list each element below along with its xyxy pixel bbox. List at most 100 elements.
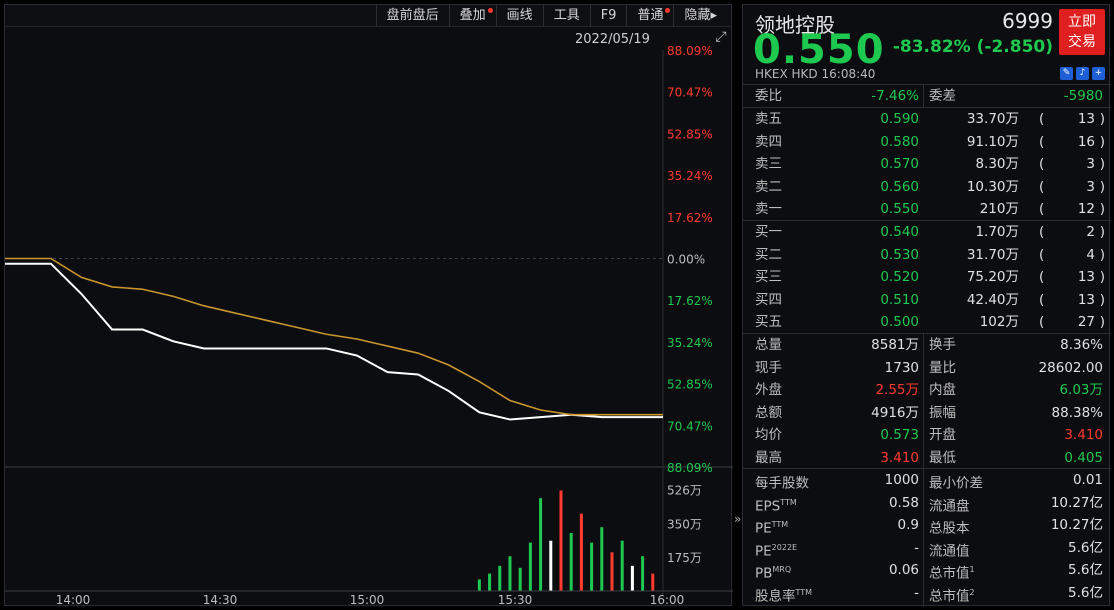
ask-row[interactable]: 卖五 0.590 33.70万 (13): [743, 108, 1111, 130]
stat-value: 0.573: [880, 427, 919, 443]
intraday-chart-panel[interactable]: 盘前盘后 叠加 画线 工具 F9 普通 隐藏▸ 88.09% 70.47% 52.85% 35.2…: [4, 4, 733, 607]
fundamental-row[interactable]: PETTM 0.9 总股本 10.27亿: [743, 514, 1111, 537]
diff-value: -5980: [1063, 88, 1103, 104]
bell-icon[interactable]: ♪: [1076, 67, 1089, 80]
fundamental-row[interactable]: 股息率TTM - 总市值2 5.6亿: [743, 582, 1111, 605]
fundamental-row[interactable]: EPSTTM 0.58 流通盘 10.27亿: [743, 492, 1111, 515]
volume-bar: [579, 513, 583, 591]
volume-bar: [518, 567, 522, 591]
bid-price: 0.510: [880, 291, 919, 308]
fundamental-row[interactable]: PE2022E - 流通值 5.6亿: [743, 537, 1111, 560]
label-superscript: MRQ: [772, 565, 792, 574]
divider: [743, 84, 1111, 85]
stat-row[interactable]: 现手 1730 量比 28602.00: [743, 357, 1111, 379]
volume-bar: [569, 533, 573, 591]
edit-icon[interactable]: ✎: [1060, 67, 1073, 80]
stat-row[interactable]: 外盘 2.55万 内盘 6.03万: [743, 379, 1111, 401]
y-tick-label: 88.09%: [667, 44, 713, 58]
fundamental-value: 5.6亿: [1068, 539, 1103, 556]
label-superscript: TTM: [780, 497, 797, 507]
label-text: EPS: [755, 498, 781, 514]
ask-row[interactable]: 卖四 0.580 91.10万 (16): [743, 131, 1111, 153]
quote-panel: 领地控股 6999 立即 交易 0.550 -83.82% (-2.850) H…: [742, 4, 1111, 607]
fundamental-value: -: [914, 584, 919, 601]
order-ratio-row[interactable]: 委比 -7.46% 委差 -5980: [743, 85, 1111, 107]
volume-bar: [620, 540, 624, 591]
y-tick-label: 52.85%: [667, 378, 713, 392]
stat-row[interactable]: 最高 3.410 最低 0.405: [743, 447, 1111, 469]
ask-level-label: 卖四: [755, 133, 782, 150]
fundamental-value: 1000: [884, 472, 919, 488]
bid-row[interactable]: 买三 0.520 75.20万 (13): [743, 266, 1111, 288]
divider: [743, 107, 1111, 108]
bid-row[interactable]: 买一 0.540 1.70万 (2): [743, 221, 1111, 243]
x-tick-label: 15:30: [498, 593, 533, 607]
toolbar-button-label: 工具: [553, 7, 580, 23]
ask-orders: 16: [1077, 133, 1095, 150]
toolbar-button-2[interactable]: 画线: [495, 4, 543, 27]
expand-icon[interactable]: ⤢: [715, 29, 727, 45]
fundamental-value: 5.6亿: [1068, 584, 1103, 601]
stat-label: 现手: [755, 359, 782, 376]
diff-label: 委差: [929, 88, 956, 104]
stat-row[interactable]: 总额 4916万 振幅 88.38%: [743, 402, 1111, 424]
toolbar-button-5[interactable]: 普通: [626, 4, 673, 27]
ask-level-label: 卖二: [755, 178, 782, 195]
exchange: HKEX: [755, 67, 788, 81]
ask-orders: 3: [1086, 156, 1095, 172]
toolbar-button-label: 盘前盘后: [386, 7, 439, 23]
toolbar-button-3[interactable]: 工具: [542, 4, 590, 27]
toolbar-button-4[interactable]: F9: [589, 4, 627, 27]
toolbar-button-label: 叠加: [459, 7, 486, 23]
toolbar-button-6[interactable]: 隐藏▸: [673, 4, 727, 27]
y-tick-label: 17.62%: [667, 294, 713, 308]
stat-row[interactable]: 总量 8581万 换手 8.36%: [743, 334, 1111, 356]
stat-value: 28602.00: [1038, 359, 1103, 376]
mini-toolbar: ✎ ♪ +: [1060, 67, 1105, 80]
volume-bar: [549, 540, 553, 591]
bid-price: 0.540: [880, 224, 919, 240]
bid-level-label: 买五: [755, 314, 782, 330]
ask-orders: 3: [1086, 178, 1095, 195]
fundamental-value: 0.01: [1072, 472, 1103, 488]
bid-row[interactable]: 买五 0.500 102万 (27): [743, 311, 1111, 333]
intraday-chart[interactable]: 88.09% 70.47% 52.85% 35.24% 17.62% 0.00% 17.62…: [5, 5, 733, 607]
bid-volume: 102万: [979, 314, 1019, 330]
trade-button-line1: 立即: [1068, 14, 1096, 30]
paren-close: ): [1099, 178, 1105, 195]
toolbar-button-0[interactable]: 盘前盘后: [375, 4, 449, 27]
stat-row[interactable]: 均价 0.573 开盘 3.410: [743, 424, 1111, 446]
volume-bar: [559, 490, 563, 591]
paren-open: (: [1039, 246, 1045, 263]
ask-row[interactable]: 卖三 0.570 8.30万 (3): [743, 153, 1111, 175]
label-text: 每手股数: [755, 475, 809, 492]
ask-volume: 91.10万: [966, 133, 1019, 150]
fundamental-row[interactable]: PBMRQ 0.06 总市值1 5.6亿: [743, 559, 1111, 582]
ask-row[interactable]: 卖一 0.550 210万 (12): [743, 198, 1111, 220]
column-divider: [923, 84, 924, 107]
stock-name: 领地控股: [755, 13, 835, 37]
collapse-arrow-icon[interactable]: »: [734, 512, 742, 526]
bid-row[interactable]: 买二 0.530 31.70万 (4): [743, 244, 1111, 266]
add-icon[interactable]: +: [1092, 67, 1105, 80]
toolbar-button-1[interactable]: 叠加: [448, 4, 496, 27]
trade-now-button[interactable]: 立即 交易: [1059, 9, 1105, 55]
stat-label: 量比: [929, 359, 956, 376]
fundamental-value: 10.27亿: [1050, 494, 1103, 511]
volume-bar: [477, 579, 481, 591]
stat-value: 8.36%: [1060, 337, 1103, 353]
fundamental-label: 总股本: [929, 514, 970, 540]
notification-dot-icon: [665, 7, 671, 13]
label-text: 流通值: [929, 543, 970, 559]
fundamental-row[interactable]: 每手股数 1000 最小价差 0.01: [743, 469, 1111, 492]
bid-volume: 1.70万: [975, 224, 1019, 240]
bid-level-label: 买二: [755, 246, 782, 263]
label-text: 总市值: [929, 588, 970, 604]
ask-row[interactable]: 卖二 0.560 10.30万 (3): [743, 176, 1111, 198]
bid-price: 0.520: [880, 269, 919, 285]
stat-value: 6.03万: [1059, 382, 1103, 398]
stat-label: 开盘: [929, 427, 956, 443]
bid-row[interactable]: 买四 0.510 42.40万 (13): [743, 289, 1111, 311]
fundamental-label: 流通盘: [929, 492, 970, 518]
bid-orders: 27: [1077, 314, 1095, 330]
